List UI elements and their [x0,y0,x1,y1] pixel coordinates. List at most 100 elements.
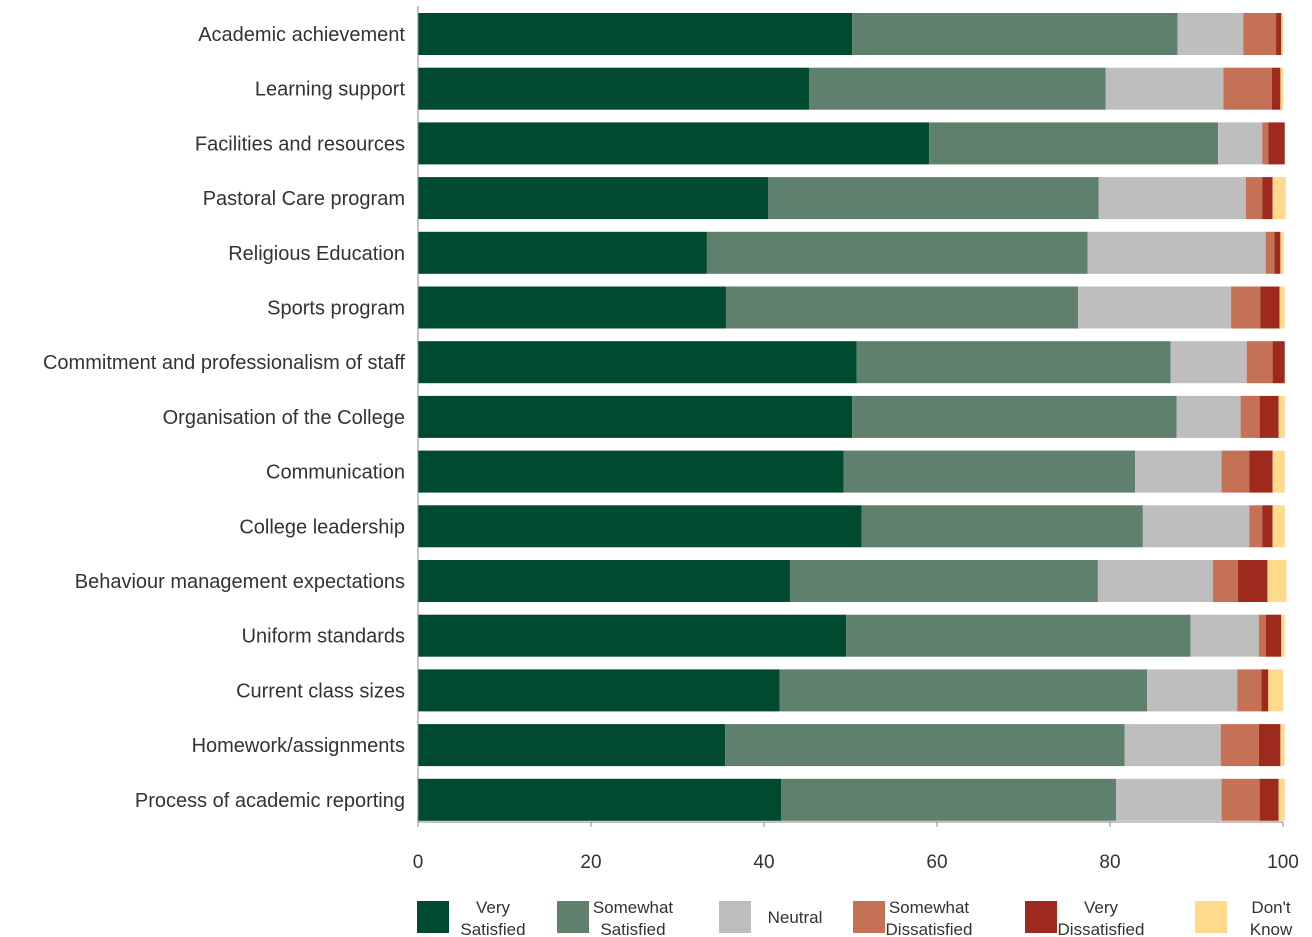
bar-academic-achievement-very-dissatisfied [1276,13,1282,55]
category-label: Current class sizes [236,680,405,702]
category-label: College leadership [239,516,405,538]
bar-row-religious-education [418,231,1284,274]
bar-commitment-and-professionalism-of-staff-very-dissatisfied [1272,341,1285,384]
bar-facilities-and-resources-neutral [1218,122,1263,165]
bar-religious-education-very-dissatisfied [1274,231,1281,274]
x-tick-label: 40 [753,852,774,873]
legend-item-very-satisfied: Very Satisfied [417,898,526,937]
bar-commitment-and-professionalism-of-staff-very-satisfied [418,341,857,384]
bar-commitment-and-professionalism-of-staff-somewhat-satisfied [856,341,1171,384]
bar-organisation-of-the-college-very-dissatisfied [1259,395,1279,438]
bar-communication-somewhat-satisfied [843,450,1136,493]
x-tick-label: 0 [413,852,424,873]
bar-current-class-sizes-somewhat-dissatisfied [1237,669,1262,712]
bar-sports-program-somewhat-satisfied [725,286,1078,329]
bar-uniform-standards-neutral [1190,614,1259,657]
legend-label: Dissatisfied [886,920,973,937]
x-tick-label: 20 [580,852,601,873]
bar-facilities-and-resources-somewhat-satisfied [929,122,1219,165]
category-label: Homework/assignments [192,735,405,757]
legend-swatch [719,901,751,933]
legend-label: Satisfied [460,920,525,937]
bar-current-class-sizes-don-t-know [1268,669,1283,712]
bar-behaviour-management-expectations-somewhat-dissatisfied [1212,560,1239,602]
legend-item-don-t-know: Don't Know [1195,898,1293,937]
legend-label: Somewhat [593,898,674,917]
bar-uniform-standards-very-dissatisfied [1265,614,1282,657]
category-labels: Academic achievement Learning support Faci… [43,24,405,812]
bar-row-college-leadership [418,505,1285,548]
bar-organisation-of-the-college-don-t-know [1278,395,1285,438]
bar-current-class-sizes-very-dissatisfied [1261,669,1269,712]
category-label: Commitment and professionalism of staff [43,352,405,374]
axes: 0 20 40 60 80 100 [413,6,1299,873]
bar-sports-program-very-dissatisfied [1260,286,1280,329]
bar-religious-education-neutral [1087,231,1266,274]
category-label: Behaviour management expectations [75,571,405,593]
bar-religious-education-very-satisfied [418,231,707,274]
bar-learning-support-somewhat-dissatisfied [1223,67,1272,110]
bar-row-process-of-academic-reporting [418,778,1285,821]
bar-current-class-sizes-very-satisfied [418,669,780,712]
category-label: Uniform standards [242,626,405,648]
legend-label: Know [1250,920,1293,937]
category-label: Learning support [255,79,406,101]
legend-swatch [417,901,449,933]
bar-organisation-of-the-college-somewhat-satisfied [852,395,1177,438]
bar-learning-support-somewhat-satisfied [808,67,1106,110]
bar-uniform-standards-don-t-know [1281,614,1285,657]
bar-college-leadership-somewhat-dissatisfied [1249,505,1263,548]
bar-communication-somewhat-dissatisfied [1221,450,1250,493]
bar-uniform-standards-very-satisfied [418,614,847,657]
bar-process-of-academic-reporting-neutral [1116,778,1222,821]
bar-religious-education-somewhat-satisfied [706,231,1088,274]
x-tick-label: 80 [1099,852,1120,873]
bar-process-of-academic-reporting-somewhat-satisfied [781,778,1117,821]
legend-swatch [853,901,885,933]
bar-behaviour-management-expectations-don-t-know [1267,560,1287,602]
bar-row-organisation-of-the-college [418,395,1285,438]
bar-row-behaviour-management-expectations [418,560,1287,602]
bar-communication-very-dissatisfied [1249,450,1273,493]
bar-organisation-of-the-college-neutral [1176,395,1241,438]
category-label: Communication [266,462,405,484]
category-label: Pastoral Care program [203,188,405,210]
bars-layer [418,13,1287,821]
bar-college-leadership-very-satisfied [418,505,862,548]
bar-process-of-academic-reporting-somewhat-dissatisfied [1221,778,1260,821]
bar-row-current-class-sizes [418,669,1283,712]
bar-academic-achievement-neutral [1177,13,1244,55]
bar-row-pastoral-care-program [418,177,1286,220]
legend-item-somewhat-satisfied: Somewhat Satisfied [557,898,673,937]
bar-facilities-and-resources-very-dissatisfied [1268,122,1285,165]
bar-learning-support-neutral [1105,67,1224,110]
bar-process-of-academic-reporting-don-t-know [1278,778,1285,821]
bar-communication-don-t-know [1272,450,1285,493]
bar-academic-achievement-don-t-know [1281,13,1283,55]
bar-row-facilities-and-resources [418,122,1285,165]
legend-item-very-dissatisfied: Very Dissatisfied [1025,898,1144,937]
bar-homework-assignments-somewhat-dissatisfied [1220,724,1259,767]
x-tick-label: 100 [1267,852,1299,873]
legend-label: Very [476,898,511,917]
bar-row-homework-assignments [418,724,1285,767]
legend-swatch [1025,901,1057,933]
bar-sports-program-don-t-know [1279,286,1285,329]
bar-college-leadership-very-dissatisfied [1262,505,1273,548]
bar-academic-achievement-somewhat-satisfied [852,13,1178,55]
bar-learning-support-very-satisfied [418,67,809,110]
bar-behaviour-management-expectations-somewhat-satisfied [789,560,1098,602]
bar-pastoral-care-program-somewhat-satisfied [768,177,1099,220]
legend-swatch [1195,901,1227,933]
bar-learning-support-very-dissatisfied [1271,67,1281,110]
bar-homework-assignments-very-satisfied [418,724,726,767]
bar-religious-education-somewhat-dissatisfied [1265,231,1275,274]
bar-homework-assignments-somewhat-satisfied [725,724,1125,767]
legend-label: Somewhat [889,898,970,917]
legend-label: Neutral [768,908,823,927]
x-tick-label: 60 [926,852,947,873]
bar-facilities-and-resources-somewhat-dissatisfied [1262,122,1269,165]
bar-row-academic-achievement [418,13,1283,55]
category-label: Sports program [267,298,405,320]
bar-homework-assignments-neutral [1124,724,1221,767]
